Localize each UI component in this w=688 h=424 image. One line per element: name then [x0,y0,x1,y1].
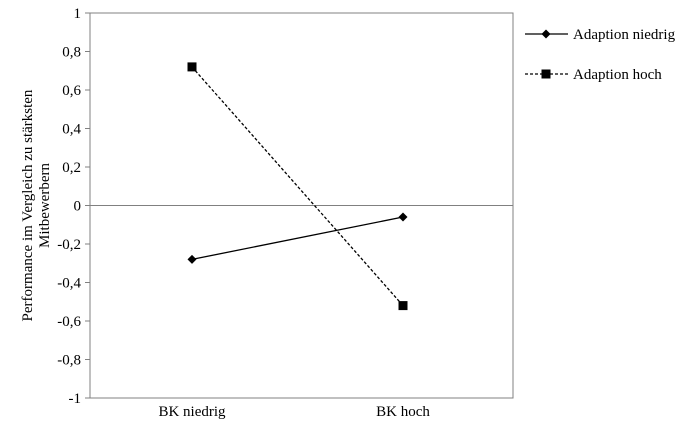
series-2 [187,62,408,311]
data-point [398,301,408,311]
y-tick-label: -0,4 [57,276,81,292]
y-tick-label: -0,8 [57,353,81,369]
series-line [191,66,404,307]
y-axis-label-line: Mitbewerbern [37,163,53,248]
y-axis-label-line: Performance im Vergleich zu stärksten [20,89,36,321]
legend-item: Adaption hoch [525,67,662,83]
y-axis-label: Performance im Vergleich zu stärkstenMit… [20,89,53,321]
y-tick-label: 0,6 [62,83,81,99]
y-tick-label: -0,2 [57,237,81,253]
data-point [398,212,408,222]
legend-marker [541,69,551,79]
y-axis: 1 0,8 0,6 0,4 0,2 0 -0,2 -0,4 -0,6 -0,8 -1 [57,6,90,407]
y-tick-label: 0,2 [62,160,81,176]
series-layer [187,62,408,311]
y-tick-label: 1 [74,6,82,22]
y-tick-label: -0,6 [57,314,81,330]
x-tick-label: BK niedrig [158,404,226,419]
y-tick-label: -1 [69,391,82,407]
x-axis: BK niedrig BK hoch [158,404,430,420]
series-line [191,216,404,261]
legend-label: Adaption niedrig [573,27,676,43]
y-tick-label: 0,8 [62,45,81,61]
legend-marker [541,29,551,39]
legend-item: Adaption niedrig [525,27,676,43]
data-point [187,62,197,72]
legend-label: Adaption hoch [573,67,662,83]
x-tick-label: BK hoch [376,404,430,419]
series-1 [187,212,408,264]
y-tick-label: 0,4 [62,122,81,138]
legend: Adaption niedrig Adaption hoch [525,27,676,83]
data-point [187,254,197,264]
plot-area [89,12,514,399]
y-tick-label: 0 [74,199,82,215]
